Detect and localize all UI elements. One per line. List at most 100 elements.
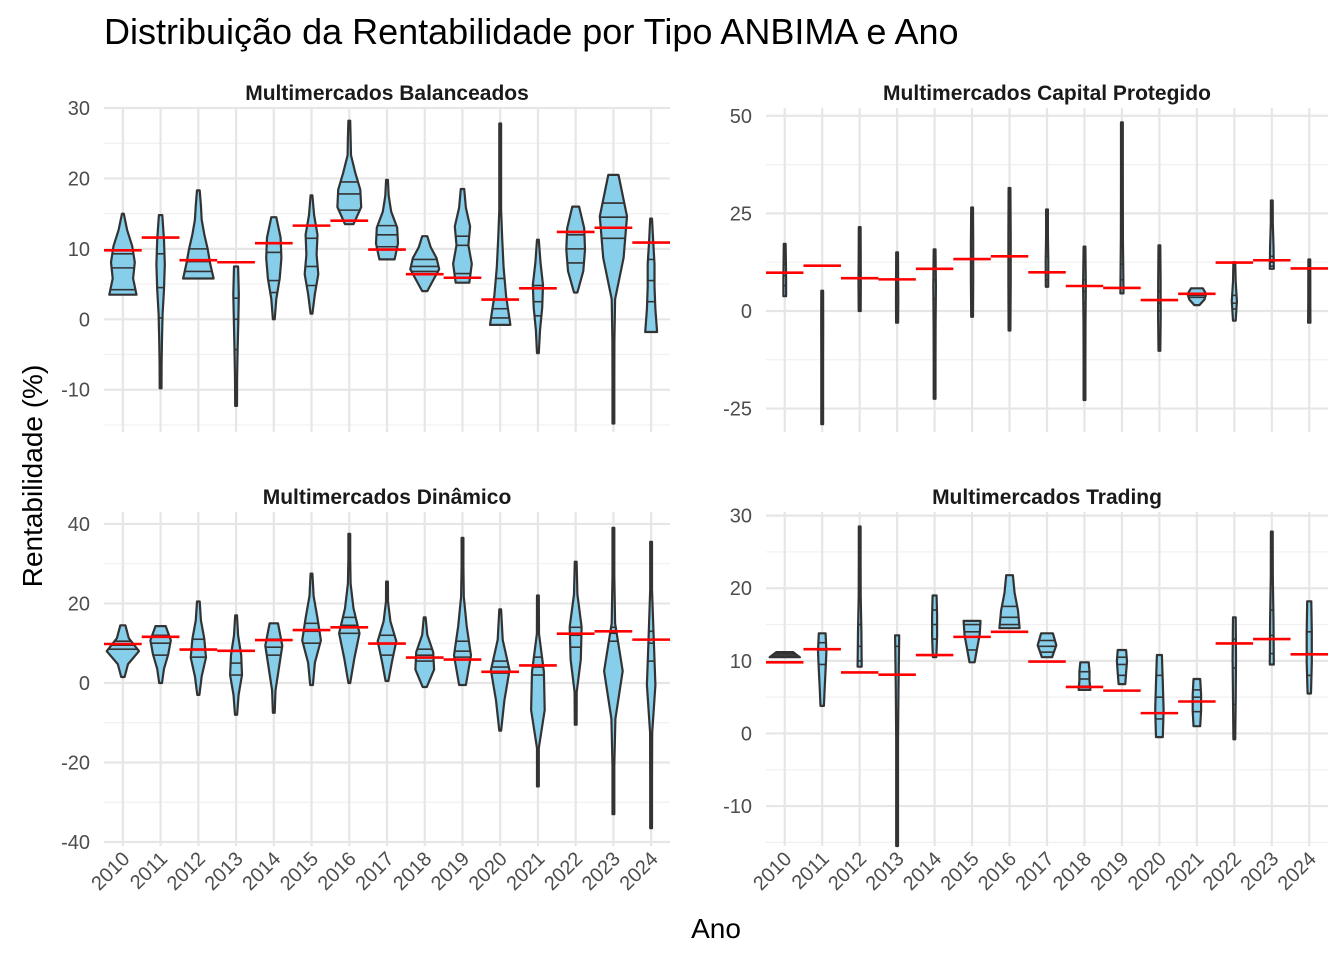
x-tick-label: 2021 <box>1161 848 1208 895</box>
x-tick-label: 2016 <box>314 848 361 895</box>
x-tick-label: 2020 <box>465 848 512 895</box>
x-tick-label: 2022 <box>1199 848 1246 895</box>
x-tick-label: 2017 <box>352 848 399 895</box>
x-tick-label: 2023 <box>578 848 625 895</box>
x-tick-label: 2019 <box>427 848 474 895</box>
violin-2017 <box>1036 632 1058 659</box>
y-tick-label: 0 <box>79 673 90 695</box>
x-tick-label: 2010 <box>749 848 796 895</box>
violin-2012 <box>189 600 208 696</box>
violin-2024 <box>1305 600 1313 695</box>
violin-2014 <box>264 622 284 714</box>
violin-2022 <box>568 560 583 726</box>
violin-2024 <box>644 217 659 334</box>
violin-2014 <box>932 248 937 400</box>
x-tick-label: 2021 <box>502 848 549 895</box>
y-tick-label: 20 <box>68 168 90 190</box>
violin-2016 <box>998 574 1021 630</box>
violin-2018 <box>1082 245 1087 402</box>
violin-2020 <box>1154 653 1165 739</box>
violin-2013 <box>894 251 900 324</box>
x-tick-label: 2024 <box>1274 848 1321 895</box>
chart-title: Distribuição da Rentabilidade por Tipo A… <box>104 11 959 52</box>
x-tick-label: 2013 <box>862 848 909 895</box>
violin-2015 <box>969 206 975 318</box>
y-tick-label: 30 <box>68 98 90 120</box>
violin-2013 <box>229 614 244 716</box>
x-tick-label: 2024 <box>616 848 663 895</box>
violin-2014 <box>931 594 939 659</box>
panel-title: Multimercados Capital Protegido <box>883 82 1211 105</box>
y-axis-label: Rentabilidade (%) <box>17 365 48 588</box>
x-tick-label: 2022 <box>540 848 587 895</box>
violin-2018 <box>409 235 441 293</box>
violin-2011 <box>816 632 828 707</box>
y-tick-label: 0 <box>79 309 90 331</box>
y-tick-label: 25 <box>730 203 752 225</box>
violin-2019 <box>1119 121 1125 295</box>
violin-2024 <box>645 540 657 830</box>
y-tick-label: 20 <box>68 593 90 615</box>
x-tick-label: 2014 <box>899 848 946 895</box>
y-tick-label: 30 <box>730 506 752 528</box>
y-tick-label: -10 <box>723 796 752 818</box>
violin-2023 <box>1268 199 1275 270</box>
x-tick-label: 2012 <box>824 848 871 895</box>
x-axis-label: Ano <box>691 913 741 944</box>
y-tick-label: 0 <box>741 301 752 323</box>
violin-2019 <box>452 536 473 687</box>
violin-2021 <box>530 594 546 788</box>
panel-title: Multimercados Dinâmico <box>263 486 512 509</box>
panels: Multimercados Balanceados-100102030Multi… <box>61 82 1328 895</box>
panel-1: Multimercados Balanceados -10 0 10 20 30 <box>61 82 670 432</box>
y-tick-label: 0 <box>741 723 752 745</box>
y-tick-label: 10 <box>730 651 752 673</box>
violin-2017 <box>376 580 398 683</box>
x-tick-label: 2016 <box>974 848 1021 895</box>
violin-2010 <box>782 242 788 298</box>
violin-2013 <box>894 634 901 848</box>
panel-3: Multimercados Dinâmico-40-20020402010201… <box>61 486 670 895</box>
violin-2017 <box>374 178 400 261</box>
y-tick-label: -40 <box>61 832 90 854</box>
violin-2015 <box>962 619 982 664</box>
violin-2016 <box>1007 186 1012 332</box>
violin-2019 <box>1115 648 1129 686</box>
violin-2011 <box>155 214 166 390</box>
violin-2020 <box>488 122 512 326</box>
x-tick-label: 2011 <box>126 848 172 894</box>
violin-2016 <box>336 119 363 226</box>
violin-2016 <box>338 532 361 685</box>
violin-2011 <box>820 289 825 426</box>
panel-title: Multimercados Balanceados <box>245 82 529 105</box>
violin-2012 <box>856 525 863 668</box>
violin-2017 <box>1044 208 1050 288</box>
x-tick-label: 2017 <box>1012 848 1059 895</box>
y-tick-label: 50 <box>730 106 752 128</box>
violin-2023 <box>598 173 629 425</box>
x-tick-label: 2011 <box>788 848 834 894</box>
y-tick-label: 10 <box>68 239 90 261</box>
violin-2018 <box>1077 661 1092 691</box>
x-tick-label: 2019 <box>1086 848 1133 895</box>
violin-2020 <box>489 608 511 732</box>
violin-2012 <box>182 189 215 280</box>
x-tick-label: 2018 <box>389 848 436 895</box>
violin-2021 <box>531 238 545 355</box>
violin-2013 <box>232 265 240 407</box>
y-tick-label: -20 <box>61 753 90 775</box>
y-tick-label: -10 <box>61 380 90 402</box>
violin-2022 <box>1231 616 1238 741</box>
x-tick-label: 2018 <box>1049 848 1096 895</box>
x-tick-label: 2012 <box>163 848 210 895</box>
violin-2010 <box>105 624 141 679</box>
violin-2023 <box>1268 530 1275 666</box>
y-tick-label: 20 <box>730 578 752 600</box>
y-tick-label: 40 <box>68 514 90 536</box>
x-tick-label: 2014 <box>238 848 285 895</box>
violin-2022 <box>1230 261 1238 322</box>
x-tick-label: 2010 <box>87 848 134 895</box>
violin-2012 <box>857 226 862 313</box>
panel-4: Multimercados Trading-100102030201020112… <box>723 486 1328 895</box>
